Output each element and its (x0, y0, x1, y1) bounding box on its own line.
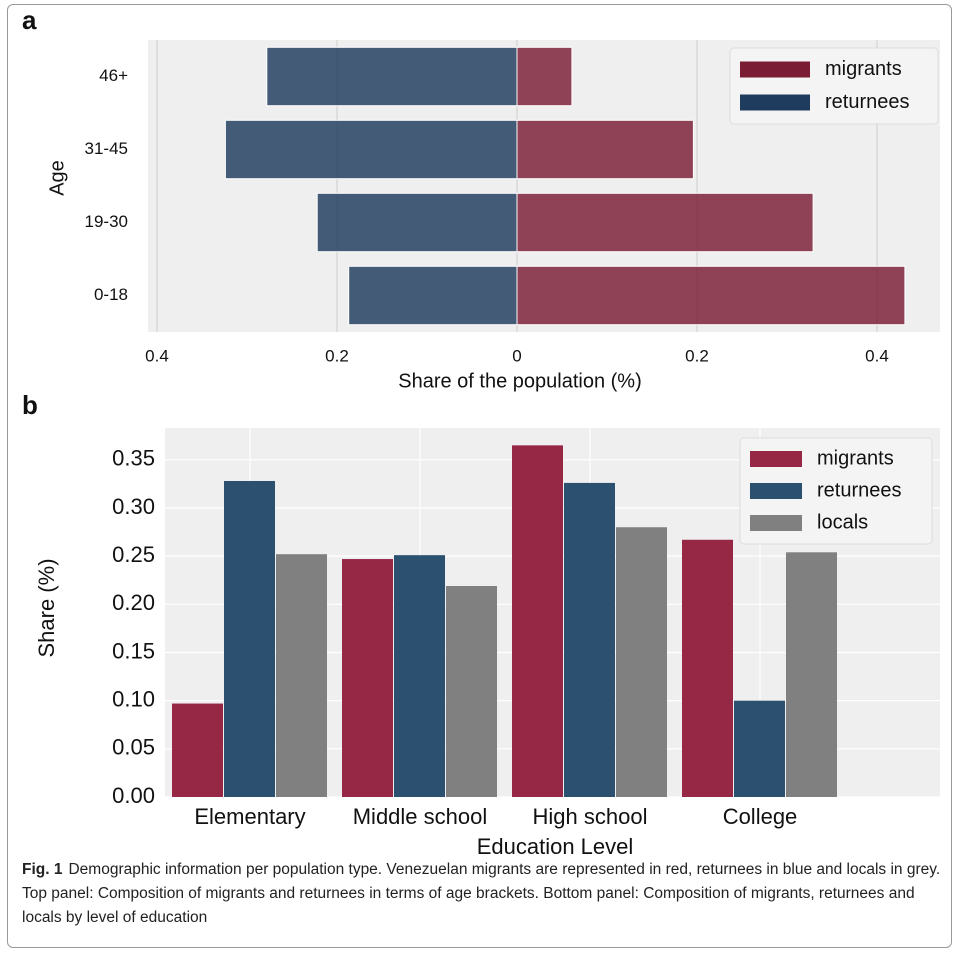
legend-swatch (740, 61, 810, 78)
bar (276, 554, 327, 797)
x-axis-label: Education Level (477, 834, 634, 859)
bar (734, 700, 785, 797)
y-tick-label: 46+ (99, 66, 128, 85)
bar (224, 119, 518, 180)
bar (512, 445, 563, 797)
bar (172, 703, 223, 797)
bar (516, 46, 573, 107)
frame (7, 4, 952, 948)
x-axis-label: Share of the population (%) (398, 370, 642, 392)
legend-swatch (750, 451, 802, 467)
y-tick-label: 0.15 (112, 638, 155, 663)
x-tick-label: 0.2 (325, 346, 349, 365)
x-tick-label: 0 (512, 346, 521, 365)
legend-swatch (750, 515, 802, 531)
x-tick-label: 0.4 (865, 346, 889, 365)
x-tick-label: 0.4 (145, 346, 169, 365)
y-axis-label: Share (%) (34, 558, 59, 657)
y-axis-label: Age (46, 160, 68, 196)
bar (446, 586, 497, 797)
bar (224, 480, 275, 797)
y-tick-label: 0-18 (94, 285, 128, 304)
caption: Fig. 1 Demographic information per popula… (22, 858, 942, 930)
x-tick-label: College (723, 804, 798, 829)
chart-title: b (22, 390, 38, 420)
legend-label: locals (817, 511, 868, 533)
y-tick-label: 0.00 (112, 783, 155, 808)
bar (786, 552, 837, 797)
chart-title: a (22, 5, 37, 35)
bar (616, 527, 667, 797)
caption-text: Demographic information per population t… (22, 861, 941, 926)
bar (516, 192, 814, 253)
legend-label: migrants (825, 58, 902, 80)
legend-swatch (750, 483, 802, 499)
y-tick-label: 0.20 (112, 590, 155, 615)
x-tick-label: Middle school (353, 804, 488, 829)
bar (564, 482, 615, 797)
bar (516, 119, 694, 180)
y-tick-label: 0.05 (112, 735, 155, 760)
x-tick-label: 0.2 (685, 346, 709, 365)
legend-label: migrants (817, 447, 894, 469)
y-tick-label: 0.25 (112, 542, 155, 567)
x-tick-label: Elementary (194, 804, 305, 829)
bar (394, 555, 445, 797)
bar (348, 265, 518, 326)
legend-label: returnees (825, 91, 910, 113)
legend-label: returnees (817, 479, 902, 501)
y-tick-label: 0.35 (112, 446, 155, 471)
bar (342, 559, 393, 797)
y-tick-label: 19-30 (85, 212, 128, 231)
bar (516, 265, 906, 326)
x-tick-label: High school (533, 804, 648, 829)
caption-label: Fig. 1 (22, 861, 63, 878)
bar (682, 539, 733, 797)
y-tick-label: 0.30 (112, 494, 155, 519)
bar (316, 192, 518, 253)
legend-swatch (740, 94, 810, 111)
y-tick-label: 31-45 (85, 139, 128, 158)
bar (266, 46, 518, 107)
y-tick-label: 0.10 (112, 686, 155, 711)
